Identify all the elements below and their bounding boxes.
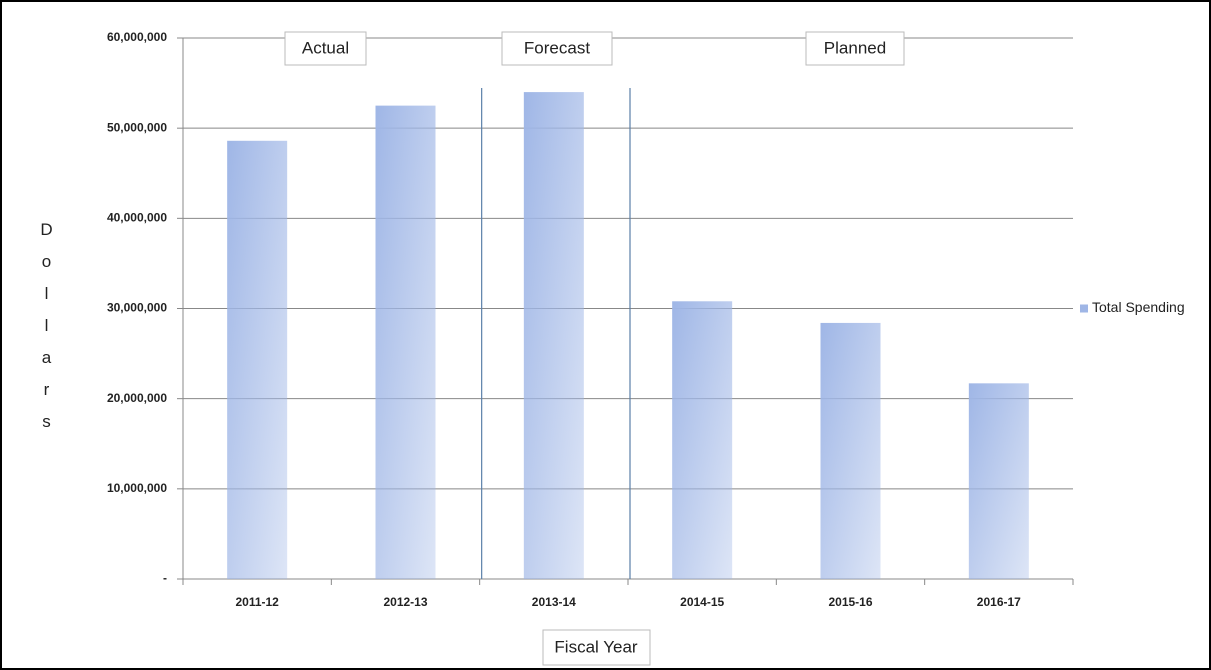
bar bbox=[968, 383, 1029, 579]
x-axis-label: Fiscal Year bbox=[554, 637, 637, 656]
annotation-box bbox=[805, 31, 905, 66]
annotation: Forecast bbox=[524, 38, 590, 57]
x-tick-label: 2014-15 bbox=[680, 595, 724, 609]
x-tick-label: 2016-17 bbox=[977, 595, 1021, 609]
annotation-box bbox=[284, 31, 367, 66]
bar bbox=[227, 140, 288, 580]
legend-swatch bbox=[1080, 304, 1088, 313]
xlabel-box bbox=[542, 629, 651, 666]
x-tick-label: 2012-13 bbox=[383, 595, 427, 609]
y-tick-label: 10,000,000 bbox=[107, 481, 167, 495]
x-tick-label: 2015-16 bbox=[828, 595, 872, 609]
annotation-box bbox=[501, 31, 613, 66]
y-tick-label: 20,000,000 bbox=[107, 391, 167, 405]
y-tick-label: 60,000,000 bbox=[107, 30, 167, 44]
annotation: Actual bbox=[302, 38, 349, 57]
x-tick-label: 2011-12 bbox=[235, 595, 279, 609]
bar bbox=[672, 301, 733, 579]
x-tick-label: 2013-14 bbox=[532, 595, 576, 609]
y-axis-label: Dollars bbox=[37, 220, 56, 444]
bar bbox=[820, 322, 881, 579]
y-tick-label: 50,000,000 bbox=[107, 120, 167, 134]
y-tick-label: - bbox=[163, 571, 167, 585]
y-tick-label: 30,000,000 bbox=[107, 301, 167, 315]
legend-label: Total Spending bbox=[1092, 299, 1185, 315]
bar bbox=[523, 92, 584, 579]
bar bbox=[375, 105, 436, 579]
annotation: Planned bbox=[824, 38, 886, 57]
y-tick-label: 40,000,000 bbox=[107, 211, 167, 225]
